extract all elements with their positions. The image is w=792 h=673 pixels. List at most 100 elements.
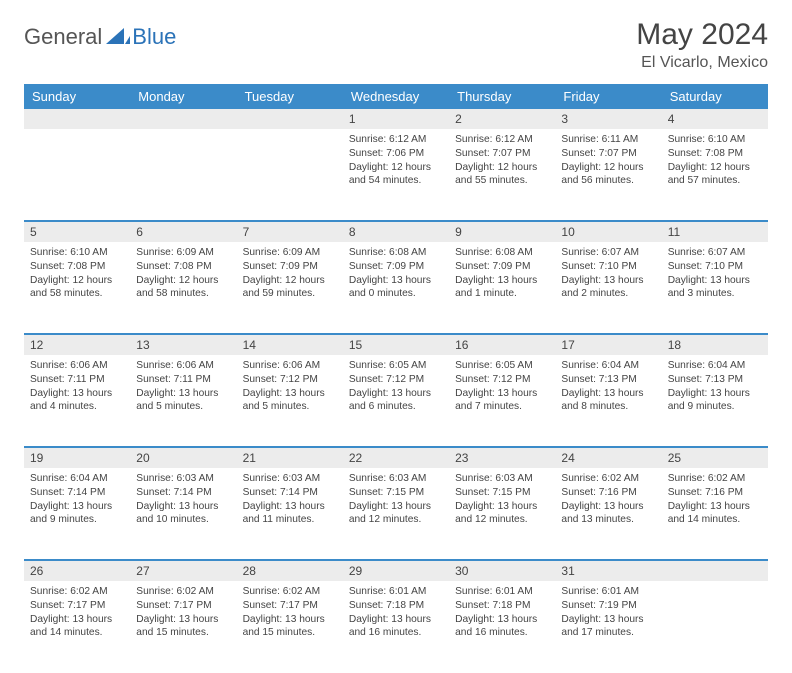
day-cell: Sunrise: 6:03 AMSunset: 7:14 PMDaylight:…	[130, 468, 236, 560]
sunset-line: Sunset: 7:09 PM	[243, 260, 337, 274]
weekday-header: Monday	[130, 84, 236, 109]
daylight-line: and 16 minutes.	[455, 626, 549, 640]
sunrise-line: Sunrise: 6:06 AM	[30, 359, 124, 373]
daylight-line: Daylight: 13 hours	[455, 387, 549, 401]
sunset-line: Sunset: 7:14 PM	[243, 486, 337, 500]
sunrise-line: Sunrise: 6:02 AM	[243, 585, 337, 599]
day-number: 23	[449, 448, 555, 468]
sunset-line: Sunset: 7:17 PM	[243, 599, 337, 613]
daylight-line: and 54 minutes.	[349, 174, 443, 188]
daylight-line: and 2 minutes.	[561, 287, 655, 301]
sunrise-line: Sunrise: 6:03 AM	[243, 472, 337, 486]
sunset-line: Sunset: 7:12 PM	[455, 373, 549, 387]
day-number: 16	[449, 335, 555, 355]
daynum-row: 1234	[24, 109, 768, 129]
daylight-line: and 5 minutes.	[136, 400, 230, 414]
month-title: May 2024	[636, 18, 768, 52]
sunrise-line: Sunrise: 6:01 AM	[349, 585, 443, 599]
daylight-line: Daylight: 12 hours	[668, 161, 762, 175]
daylight-line: Daylight: 13 hours	[455, 274, 549, 288]
sunrise-line: Sunrise: 6:05 AM	[455, 359, 549, 373]
daylight-line: and 3 minutes.	[668, 287, 762, 301]
daylight-line: and 55 minutes.	[455, 174, 549, 188]
day-number: 5	[24, 222, 130, 242]
day-number: 3	[555, 109, 661, 129]
day-cell: Sunrise: 6:04 AMSunset: 7:13 PMDaylight:…	[662, 355, 768, 447]
weekday-header: Thursday	[449, 84, 555, 109]
sunrise-line: Sunrise: 6:06 AM	[243, 359, 337, 373]
daylight-line: and 57 minutes.	[668, 174, 762, 188]
day-cell: Sunrise: 6:06 AMSunset: 7:12 PMDaylight:…	[237, 355, 343, 447]
sunrise-line: Sunrise: 6:07 AM	[561, 246, 655, 260]
day-cell: Sunrise: 6:01 AMSunset: 7:18 PMDaylight:…	[343, 581, 449, 673]
sunset-line: Sunset: 7:07 PM	[561, 147, 655, 161]
day-number: 2	[449, 109, 555, 129]
daylight-line: Daylight: 13 hours	[243, 613, 337, 627]
day-cell: Sunrise: 6:11 AMSunset: 7:07 PMDaylight:…	[555, 129, 661, 221]
sunset-line: Sunset: 7:09 PM	[349, 260, 443, 274]
daylight-line: Daylight: 13 hours	[561, 387, 655, 401]
daylight-line: and 58 minutes.	[136, 287, 230, 301]
sunset-line: Sunset: 7:08 PM	[136, 260, 230, 274]
weekday-header: Friday	[555, 84, 661, 109]
daylight-line: and 12 minutes.	[455, 513, 549, 527]
week-row: Sunrise: 6:12 AMSunset: 7:06 PMDaylight:…	[24, 129, 768, 221]
daylight-line: and 13 minutes.	[561, 513, 655, 527]
daylight-line: Daylight: 12 hours	[30, 274, 124, 288]
day-cell: Sunrise: 6:05 AMSunset: 7:12 PMDaylight:…	[449, 355, 555, 447]
day-number: 21	[237, 448, 343, 468]
day-cell: Sunrise: 6:02 AMSunset: 7:17 PMDaylight:…	[237, 581, 343, 673]
daylight-line: and 16 minutes.	[349, 626, 443, 640]
weekday-header: Tuesday	[237, 84, 343, 109]
sunset-line: Sunset: 7:19 PM	[561, 599, 655, 613]
daylight-line: Daylight: 13 hours	[455, 500, 549, 514]
daylight-line: and 15 minutes.	[243, 626, 337, 640]
day-number	[237, 109, 343, 129]
sunset-line: Sunset: 7:09 PM	[455, 260, 549, 274]
day-number: 12	[24, 335, 130, 355]
day-number: 1	[343, 109, 449, 129]
sunset-line: Sunset: 7:15 PM	[349, 486, 443, 500]
daynum-row: 567891011	[24, 222, 768, 242]
daylight-line: and 1 minute.	[455, 287, 549, 301]
logo-text-general: General	[24, 24, 102, 50]
day-cell: Sunrise: 6:01 AMSunset: 7:18 PMDaylight:…	[449, 581, 555, 673]
daylight-line: Daylight: 13 hours	[349, 274, 443, 288]
day-number	[24, 109, 130, 129]
sunrise-line: Sunrise: 6:05 AM	[349, 359, 443, 373]
weekday-header: Saturday	[662, 84, 768, 109]
daylight-line: and 56 minutes.	[561, 174, 655, 188]
day-cell: Sunrise: 6:09 AMSunset: 7:09 PMDaylight:…	[237, 242, 343, 334]
sunset-line: Sunset: 7:17 PM	[30, 599, 124, 613]
daylight-line: and 4 minutes.	[30, 400, 124, 414]
daylight-line: and 9 minutes.	[30, 513, 124, 527]
brand-logo: General Blue	[24, 18, 176, 50]
title-block: May 2024 El Vicarlo, Mexico	[636, 18, 768, 72]
day-number: 8	[343, 222, 449, 242]
sunset-line: Sunset: 7:10 PM	[668, 260, 762, 274]
sunrise-line: Sunrise: 6:08 AM	[349, 246, 443, 260]
day-number: 17	[555, 335, 661, 355]
daylight-line: Daylight: 13 hours	[349, 387, 443, 401]
day-cell: Sunrise: 6:07 AMSunset: 7:10 PMDaylight:…	[555, 242, 661, 334]
day-number: 28	[237, 561, 343, 581]
daynum-row: 19202122232425	[24, 448, 768, 468]
sunrise-line: Sunrise: 6:02 AM	[668, 472, 762, 486]
day-cell: Sunrise: 6:10 AMSunset: 7:08 PMDaylight:…	[662, 129, 768, 221]
day-number: 4	[662, 109, 768, 129]
sunrise-line: Sunrise: 6:02 AM	[561, 472, 655, 486]
sunrise-line: Sunrise: 6:10 AM	[30, 246, 124, 260]
location-label: El Vicarlo, Mexico	[636, 54, 768, 72]
day-number: 9	[449, 222, 555, 242]
daylight-line: and 5 minutes.	[243, 400, 337, 414]
sunrise-line: Sunrise: 6:12 AM	[455, 133, 549, 147]
calendar-table: Sunday Monday Tuesday Wednesday Thursday…	[24, 84, 768, 673]
day-number: 30	[449, 561, 555, 581]
sunset-line: Sunset: 7:13 PM	[561, 373, 655, 387]
sunrise-line: Sunrise: 6:09 AM	[136, 246, 230, 260]
sunset-line: Sunset: 7:11 PM	[30, 373, 124, 387]
daylight-line: and 58 minutes.	[30, 287, 124, 301]
day-cell: Sunrise: 6:08 AMSunset: 7:09 PMDaylight:…	[343, 242, 449, 334]
daylight-line: Daylight: 13 hours	[243, 387, 337, 401]
daylight-line: and 7 minutes.	[455, 400, 549, 414]
